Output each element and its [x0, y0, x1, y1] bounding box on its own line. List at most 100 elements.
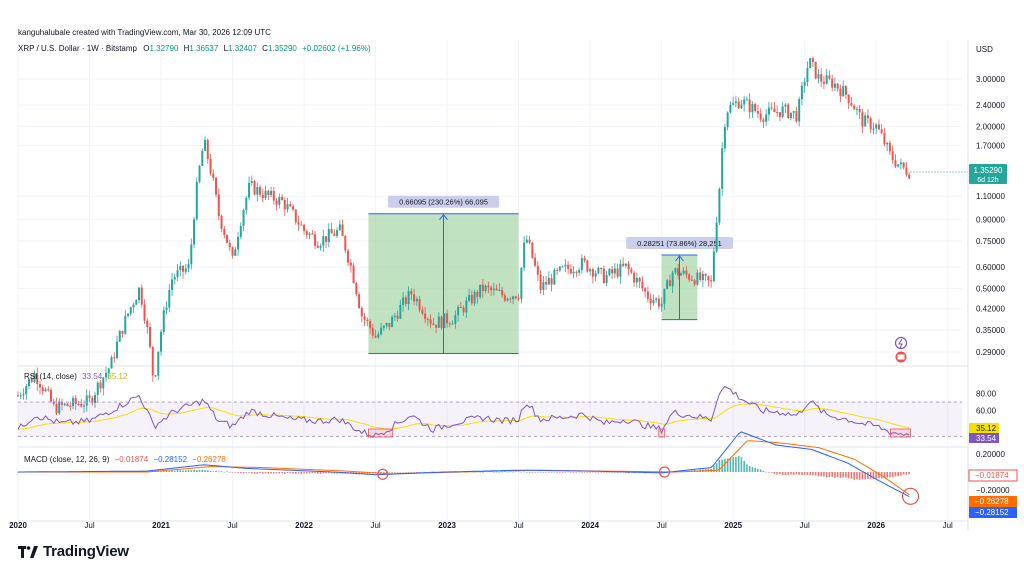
price-tick-7: 0.60000 [976, 263, 1005, 272]
candle-body-123 [355, 282, 358, 295]
macd-hist-bar-200 [567, 471, 569, 473]
macd-hist-bar-72 [215, 471, 217, 472]
candle-body-170 [484, 285, 487, 291]
candle-body-303 [850, 103, 853, 106]
macd-hist-bar-183 [520, 471, 523, 473]
candle-body-173 [492, 288, 495, 291]
candle-body-150 [429, 319, 432, 324]
macd-label: MACD (close, 12, 26, 9) [24, 455, 110, 464]
macd-hist-bar-298 [836, 472, 839, 478]
time-tick-5: Jul [370, 521, 380, 530]
price-change: +0.02602 (+1.96%) [302, 44, 371, 53]
candle-body-179 [509, 298, 512, 300]
candle-body-31 [102, 377, 105, 389]
candle-body-72 [215, 177, 218, 195]
candle-body-178 [506, 298, 509, 301]
rsi-value: 33.54 [82, 372, 103, 381]
candle-body-64 [193, 219, 196, 245]
candle-body-26 [88, 395, 91, 398]
macd-hist-bar-286 [803, 472, 806, 475]
macd-hist-bar-182 [517, 471, 520, 472]
candle-body-280 [787, 104, 790, 118]
symbol-title[interactable]: XRP / U.S. Dollar · 1W · Bitstamp [18, 44, 137, 53]
macd-hist-bar-143 [410, 472, 413, 473]
candle-body-101 [294, 209, 297, 223]
candle-body-43 [135, 300, 138, 305]
macd-hist-bar-57 [173, 470, 176, 472]
candle-body-146 [418, 298, 421, 310]
candle-body-77 [228, 242, 231, 248]
candle-body-294 [825, 75, 828, 84]
macd-legend[interactable]: MACD (close, 12, 26, 9) −0.01874 −0.2815… [24, 455, 226, 464]
candle-body-290 [814, 61, 817, 79]
macd-hist-bar-84 [248, 472, 250, 473]
macd-hist-tag [968, 469, 1018, 482]
candle-body-158 [451, 323, 454, 325]
candle-body-301 [844, 86, 847, 95]
macd-hist-bar-168 [479, 471, 481, 473]
macd-hist-bar-280 [787, 472, 789, 475]
macd-hist-bar-124 [358, 472, 360, 475]
time-tick-3: Jul [227, 521, 237, 530]
candle-body-22 [77, 403, 80, 405]
candle-body-138 [396, 315, 399, 319]
candle-body-76 [226, 234, 229, 243]
candle-body-180 [512, 296, 515, 300]
candle-body-229 [646, 291, 649, 299]
macd-hist-bar-107 [311, 472, 314, 474]
macd-hist-bar-196 [556, 472, 558, 473]
macd-hist-bar-125 [361, 472, 363, 475]
macd-hist-bar-95 [278, 472, 281, 474]
candle-body-208 [589, 269, 592, 272]
time-tick-10: 2025 [724, 521, 742, 530]
candle-body-203 [575, 271, 578, 273]
macd-hist-bar-258 [726, 458, 729, 472]
candle-body-308 [864, 115, 867, 127]
candle-body-137 [393, 315, 396, 317]
candle-body-37 [118, 331, 121, 342]
candle-body-304 [853, 105, 856, 110]
candle-body-16 [61, 401, 64, 405]
macd-hist-bar-114 [330, 472, 333, 474]
candle-body-3 [25, 385, 28, 395]
candle-body-52 [160, 331, 163, 352]
candle-body-291 [817, 74, 820, 79]
macd-hist-bar-270 [759, 469, 762, 472]
macd-hist-bar-297 [834, 472, 836, 478]
candle-body-322 [902, 162, 905, 168]
candle-body-15 [58, 401, 61, 414]
candle-body-98 [286, 204, 289, 210]
candle-body-269 [756, 111, 759, 114]
macd-line-value: −0.28152 [153, 455, 188, 464]
macd-hist-bar-94 [275, 472, 278, 474]
candle-body-28 [94, 394, 97, 403]
macd-hist-bar-75 [223, 471, 226, 473]
candle-body-211 [597, 267, 600, 274]
candle-body-55 [168, 289, 171, 308]
candle-body-124 [358, 294, 361, 309]
tradingview-logo[interactable]: TradingView [18, 543, 129, 560]
rsi-label: RSI (14, close) [24, 372, 77, 381]
candle-body-200 [567, 264, 570, 269]
symbol-legend[interactable]: XRP / U.S. Dollar · 1W · Bitstamp O1.327… [18, 44, 371, 53]
macd-hist-bar-262 [737, 455, 740, 472]
candle-body-38 [121, 331, 124, 334]
candle-body-209 [591, 269, 594, 277]
macd-hist-bar-142 [407, 471, 410, 473]
candle-body-113 [327, 229, 330, 242]
candle-body-220 [622, 263, 625, 266]
candle-body-50 [154, 375, 157, 377]
candle-body-57 [173, 276, 176, 280]
macd-hist-bar-257 [724, 458, 726, 472]
macd-hist-bar-90 [264, 472, 267, 474]
macd-hist-bar-204 [578, 471, 580, 473]
candle-body-246 [693, 280, 696, 285]
candle-body-89 [261, 194, 264, 199]
candle-body-253 [712, 251, 715, 282]
candle-body-311 [872, 128, 875, 130]
rsi-legend[interactable]: RSI (14, close) 33.54 35.12 [24, 372, 127, 381]
candle-body-11 [47, 389, 50, 391]
candle-body-224 [633, 272, 636, 283]
candle-body-51 [157, 351, 160, 376]
